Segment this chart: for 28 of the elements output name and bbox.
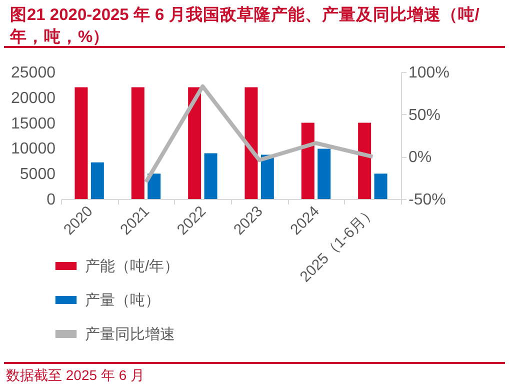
bar xyxy=(301,122,314,199)
bar xyxy=(358,122,372,199)
legend-label: 产量（吨） xyxy=(85,292,160,309)
y-tick-label: 15000 xyxy=(11,115,56,132)
y2-tick-label: 0% xyxy=(408,149,432,166)
y-tick-label: 10000 xyxy=(11,140,56,158)
y-tick-label: 25000 xyxy=(11,64,56,82)
bar xyxy=(374,174,388,199)
line-series xyxy=(144,84,375,184)
text: 数据截至 2025 年 6 月 xyxy=(4,362,505,388)
bar xyxy=(204,153,218,199)
bar xyxy=(131,87,144,199)
bar xyxy=(74,87,88,199)
y2-tick-label: 100% xyxy=(408,64,450,82)
y-tick-label: 0 xyxy=(46,192,56,208)
y2-tick-label: -50% xyxy=(408,192,446,208)
bar xyxy=(244,87,258,199)
bar xyxy=(188,87,202,199)
chart-title: 图21 2020-2025 年 6 月我国敌草隆产能、产量及同比增速（吨/年，吨，%） xyxy=(4,0,505,48)
y-tick-label: 20000 xyxy=(11,90,56,107)
bar xyxy=(148,174,161,199)
y2-tick-label: 50% xyxy=(408,106,441,124)
y-tick-label: 5000 xyxy=(20,166,56,184)
bar xyxy=(260,154,274,199)
bar xyxy=(318,148,331,199)
legend-label: 产量同比增速 xyxy=(85,326,175,343)
bar xyxy=(90,162,104,199)
legend-label: 产能（吨/年） xyxy=(85,258,180,275)
